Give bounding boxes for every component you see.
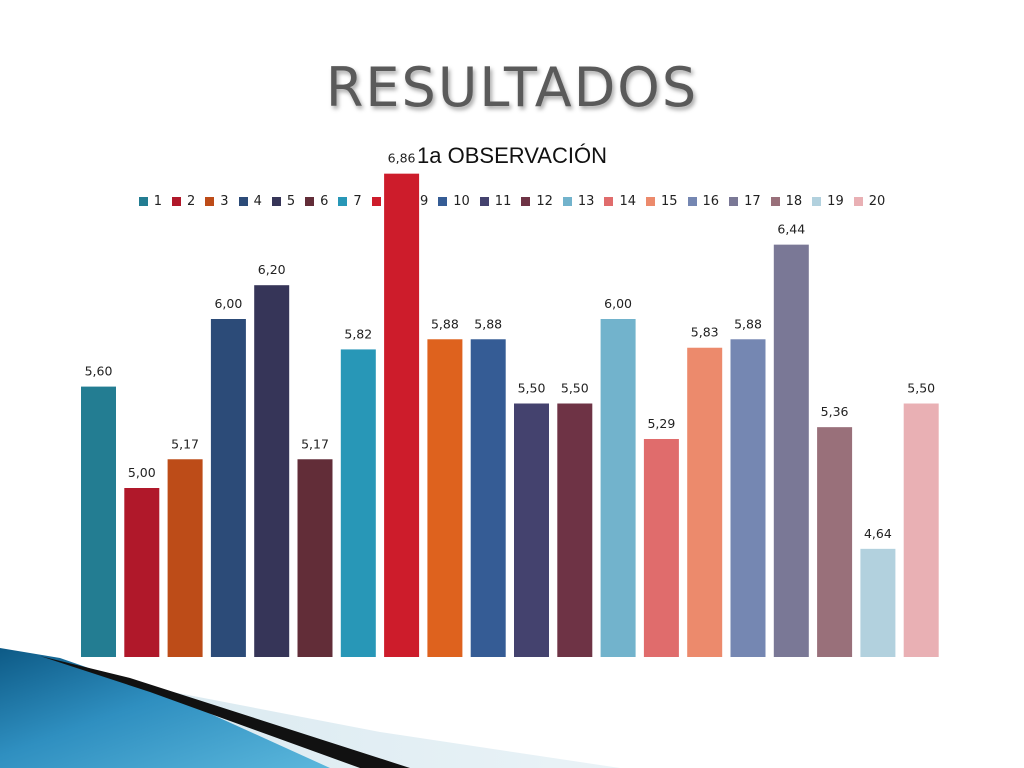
bar-17	[773, 244, 809, 657]
legend-swatch	[604, 197, 614, 206]
legend-label: 20	[868, 194, 886, 209]
bar-10	[470, 339, 506, 657]
bar-value-label: 5,50	[907, 381, 935, 396]
legend-swatch	[305, 197, 315, 206]
bar-9	[427, 339, 463, 657]
legend-swatch	[271, 197, 281, 206]
bar-value-label: 6,00	[214, 296, 242, 311]
bar-13	[600, 319, 636, 657]
legend-label: 6	[320, 194, 329, 209]
legend-swatch	[521, 197, 531, 206]
legend-swatch	[138, 197, 148, 206]
legend-swatch	[770, 197, 780, 206]
legend-label: 11	[494, 194, 512, 209]
bar-19	[860, 548, 896, 657]
bar-20	[903, 403, 939, 657]
legend-label: 9	[419, 194, 429, 209]
bar-12	[557, 403, 593, 657]
bar-14	[643, 438, 679, 657]
legend-item: 13	[562, 194, 595, 209]
bar-value-label: 5,50	[561, 381, 589, 396]
bar-value-label: 5,17	[301, 436, 329, 451]
legend-item: 7	[338, 194, 362, 209]
legend-swatch	[205, 197, 215, 206]
legend-label: 10	[453, 194, 470, 209]
bar-value-label: 5,29	[647, 416, 675, 431]
legend-item: 4	[238, 194, 262, 209]
legend-swatch	[238, 197, 248, 206]
legend-item: 1	[138, 194, 162, 209]
legend-swatch	[172, 197, 181, 206]
slide-title: RESULTADOS	[325, 56, 699, 119]
legend-item: 19	[812, 194, 844, 209]
legend-label: 15	[660, 194, 678, 209]
legend-item: 17	[729, 194, 761, 209]
legend-item: 6	[305, 194, 328, 209]
bar-value-label: 5,88	[431, 316, 459, 331]
legend-swatch	[687, 197, 697, 206]
legend-label: 12	[536, 194, 553, 209]
bar-value-label: 5,50	[518, 381, 546, 396]
bar-2	[124, 488, 160, 657]
legend-label: 2	[187, 194, 196, 209]
legend-label: 14	[619, 194, 636, 209]
bar-7	[340, 349, 376, 657]
bar-value-label: 5,17	[171, 436, 199, 451]
bar-value-label: 5,82	[344, 326, 372, 341]
bar-11	[514, 403, 549, 657]
bar-value-label: 5,36	[821, 404, 849, 419]
bar-value-label: 6,86	[388, 151, 416, 166]
bar-18	[817, 427, 853, 657]
legend-item: 5	[271, 194, 296, 209]
legend-item: 20	[853, 194, 886, 209]
bar-16	[730, 339, 766, 657]
bar-1	[81, 386, 116, 657]
legend-item: 3	[205, 194, 229, 209]
bar-value-label: 5,00	[128, 465, 156, 480]
bar-15	[687, 347, 723, 657]
legend-item: 14	[604, 194, 636, 209]
legend-swatch	[338, 197, 348, 206]
legend-item: 2	[172, 194, 195, 209]
bar-8	[384, 173, 420, 657]
legend-swatch	[479, 197, 489, 206]
legend-item: 12	[521, 194, 553, 209]
legend-label: 17	[744, 194, 761, 209]
legend-label: 19	[827, 194, 844, 209]
bar-value-label: 6,00	[604, 296, 632, 311]
bar-value-label: 5,88	[734, 316, 762, 331]
legend-swatch	[371, 197, 381, 206]
chart-title: 1a OBSERVACIÓN	[417, 143, 607, 168]
legend-label: 4	[253, 194, 262, 209]
legend-item: 18	[770, 194, 803, 209]
bar-4	[210, 319, 246, 657]
legend-label: 1	[153, 194, 162, 209]
legend-swatch	[853, 197, 863, 206]
legend-item: 15	[645, 194, 678, 209]
legend-label: 7	[353, 194, 362, 209]
legend-item: 11	[479, 194, 512, 209]
legend-item: 16	[687, 194, 720, 209]
bar-value-label: 4,64	[864, 526, 892, 541]
bar-value-label: 6,44	[777, 222, 805, 237]
bar-value-label: 6,20	[258, 262, 286, 277]
legend-swatch	[729, 197, 739, 206]
bar-value-label: 5,83	[691, 325, 719, 340]
bar-6	[297, 459, 333, 657]
legend-swatch	[812, 197, 822, 206]
bar-5	[254, 285, 290, 657]
legend-label: 13	[577, 194, 595, 209]
bar-3	[167, 459, 203, 657]
legend-label: 5	[286, 194, 296, 209]
legend-swatch	[438, 197, 448, 206]
bar-value-label: 5,60	[85, 364, 113, 379]
legend-swatch	[562, 197, 572, 206]
legend-item: 10	[438, 194, 470, 209]
legend-label: 18	[785, 194, 803, 209]
legend-label: 3	[220, 194, 229, 209]
legend-label: 16	[702, 194, 720, 209]
legend-swatch	[645, 197, 655, 206]
bar-value-label: 5,88	[474, 316, 502, 331]
